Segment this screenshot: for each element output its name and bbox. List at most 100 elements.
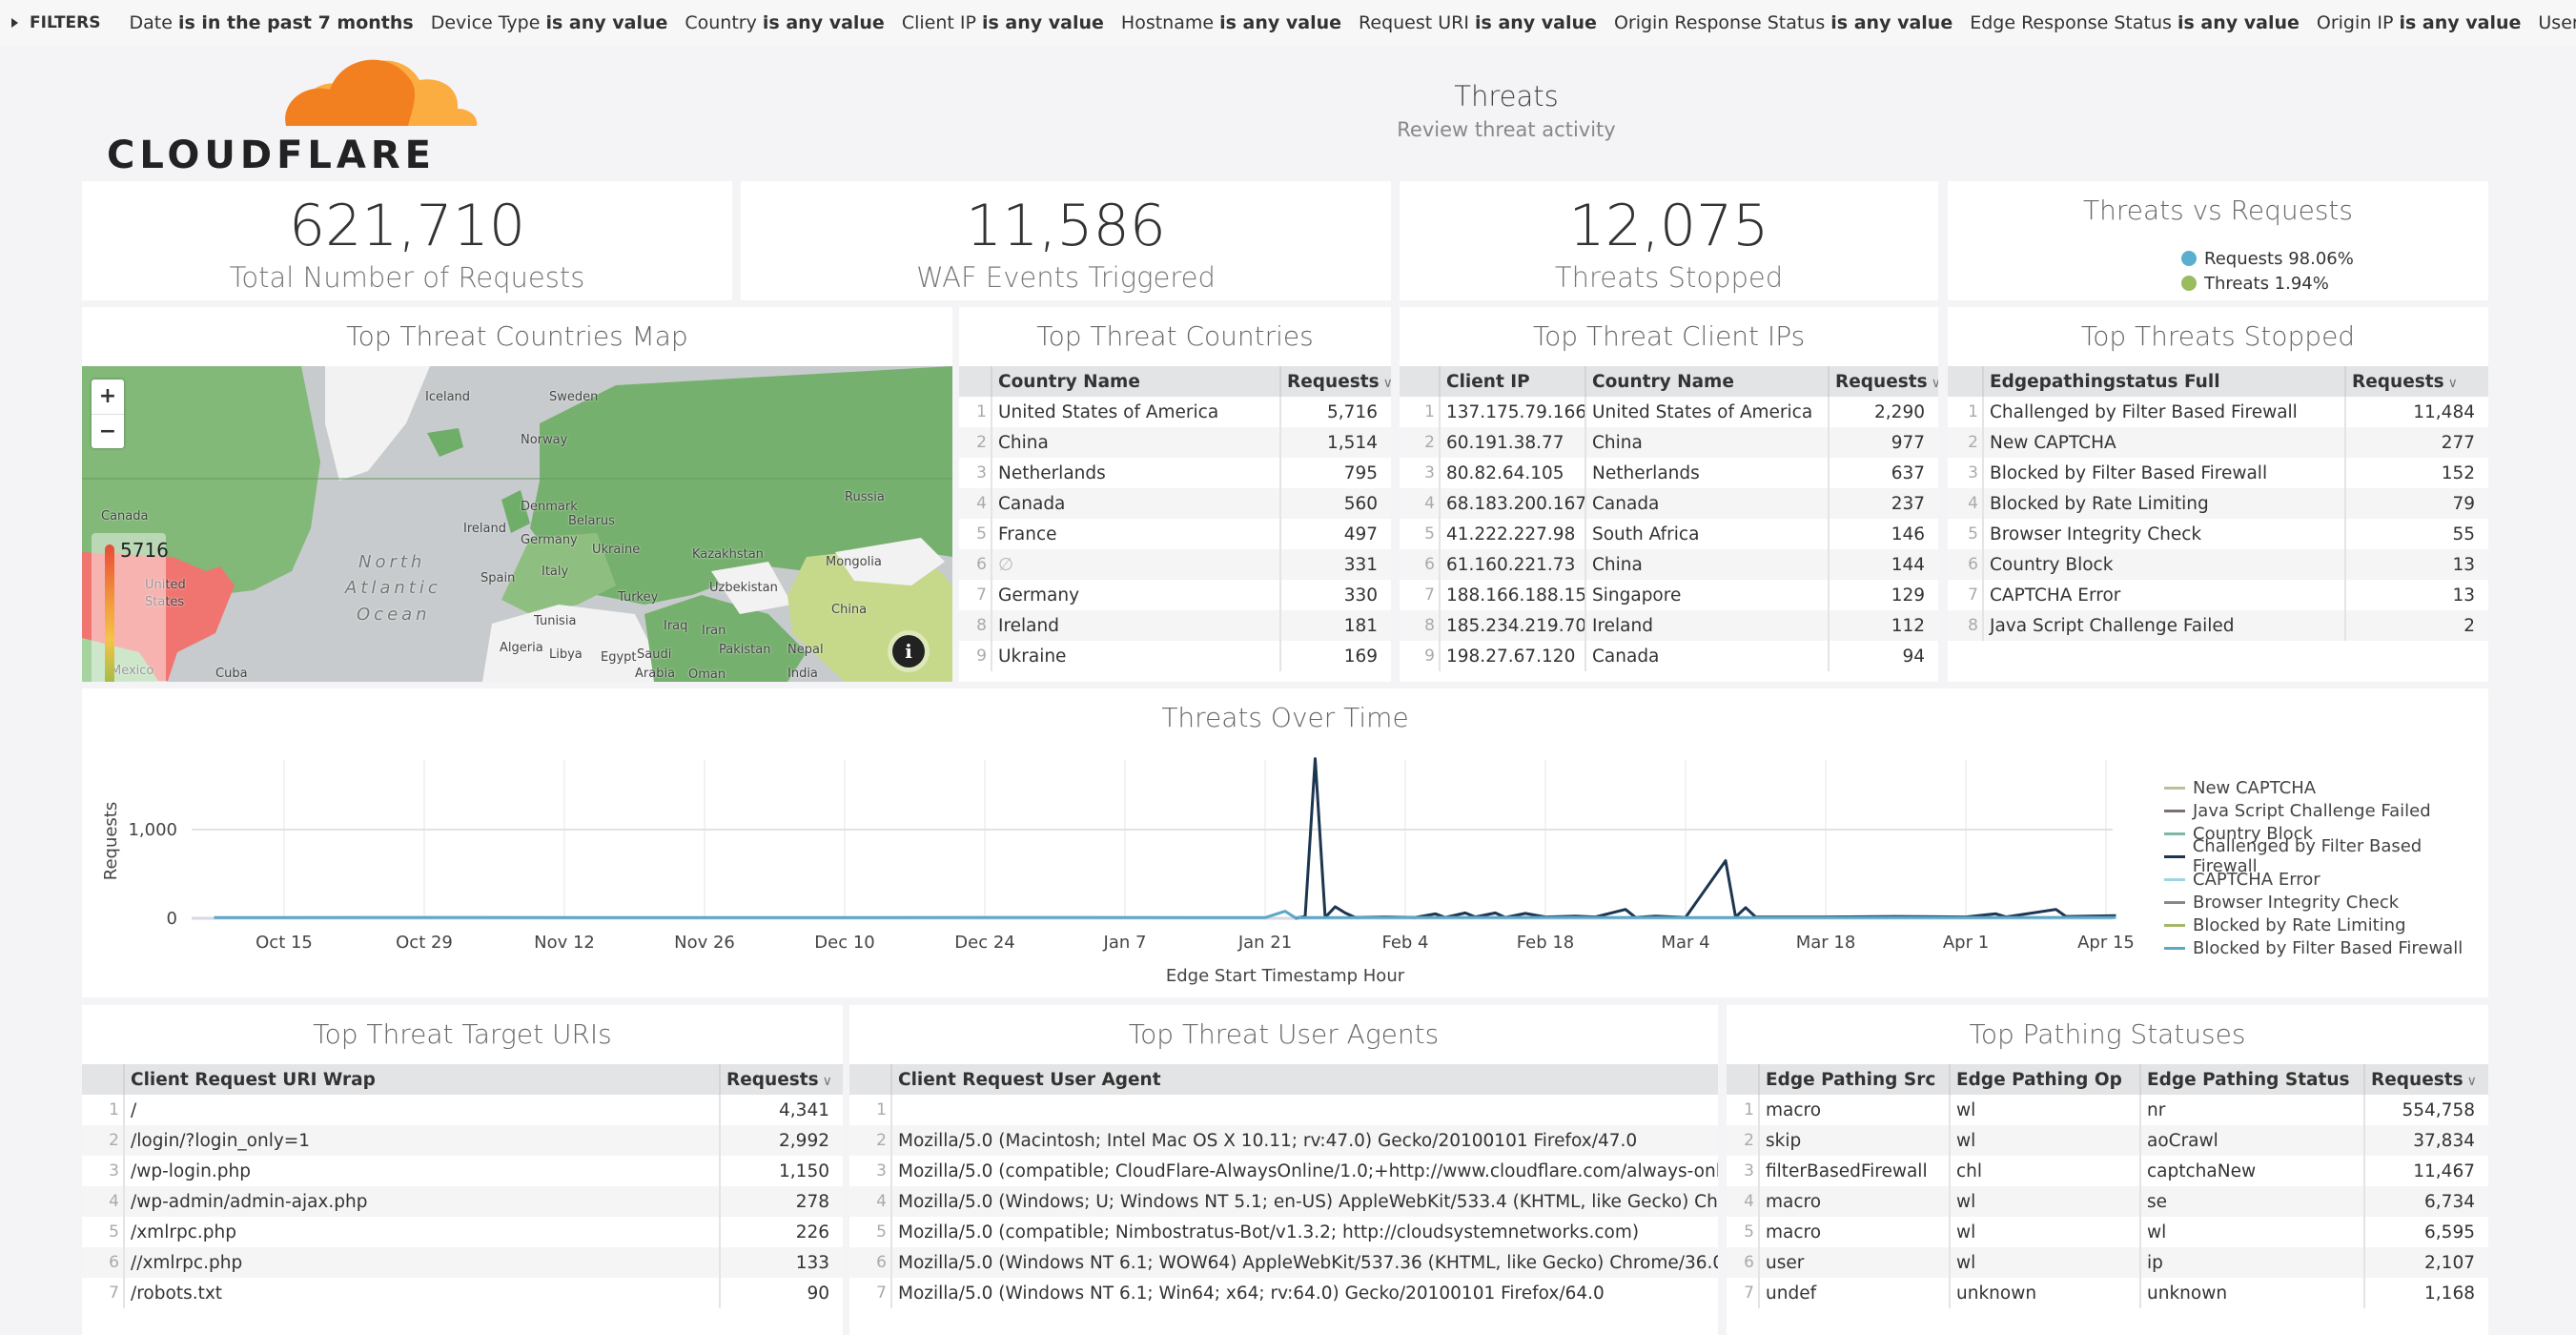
- row-number: 7: [1968, 585, 1978, 605]
- table-row[interactable]: 5 France 497: [959, 519, 1391, 549]
- column-header[interactable]: Edge Pathing Src: [1758, 1064, 1950, 1095]
- filter-chip[interactable]: User Agent is any value: [2538, 12, 2576, 33]
- table-row[interactable]: 7 undef unknown unknown 1,168: [1727, 1278, 2488, 1308]
- table-row[interactable]: 1/4,341: [82, 1095, 843, 1125]
- filter-chip[interactable]: Edge Response Status is any value: [1970, 12, 2300, 33]
- table-row[interactable]: 6 Mozilla/5.0 (Windows NT 6.1; WOW64) App…: [849, 1247, 1718, 1278]
- table-row[interactable]: 5 Mozilla/5.0 (compatible; Nimbostratus-B…: [849, 1217, 1718, 1247]
- table-row[interactable]: 3 filterBasedFirewall chl captchaNew 11,467: [1727, 1156, 2488, 1186]
- legend-item[interactable]: Country Block: [2164, 822, 2488, 845]
- top-uris-table: Client Request URI Wrap Requests ∨ 1/4,341 2…: [82, 1064, 843, 1308]
- filter-bar[interactable]: FILTERS Date is in the past 7 months Devi…: [0, 0, 2576, 46]
- column-header[interactable]: Requests∨: [2363, 1064, 2488, 1095]
- chevron-down-icon[interactable]: ∨: [2466, 1073, 2477, 1089]
- table-row[interactable]: 1 Challenged by Filter Based Firewall 11,4…: [1948, 397, 2488, 427]
- table-row[interactable]: 3 Mozilla/5.0 (compatible; CloudFlare-Alw…: [849, 1156, 1718, 1186]
- column-header[interactable]: Client IP: [1439, 366, 1585, 397]
- legend-item[interactable]: Java Script Challenge Failed: [2164, 799, 2488, 822]
- table-row[interactable]: 3 80.82.64.105 Netherlands 637: [1400, 458, 1938, 488]
- legend-item[interactable]: Challenged by Filter Based Firewall: [2164, 836, 2488, 876]
- legend-item[interactable]: Blocked by Filter Based Firewall: [2164, 936, 2488, 959]
- table-row[interactable]: 3 Blocked by Filter Based Firewall 152: [1948, 458, 2488, 488]
- table-row[interactable]: 4 macro wl se 6,734: [1727, 1186, 2488, 1217]
- table-cell: user: [1758, 1247, 1950, 1278]
- table-row[interactable]: 2 China 1,514: [959, 427, 1391, 458]
- threats-over-time-chart[interactable]: Oct 15 Oct 29 Nov 12 Nov 26 Dec 10 Dec 24 Jan …: [82, 688, 2488, 997]
- filter-chip[interactable]: Client IP is any value: [902, 12, 1104, 33]
- table-row[interactable]: 1 United States of America 5,716: [959, 397, 1391, 427]
- table-row[interactable]: 3 Netherlands 795: [959, 458, 1391, 488]
- table-row[interactable]: 2 skip wl aoCrawl 37,834: [1727, 1125, 2488, 1156]
- column-header[interactable]: Edge Pathing Op: [1949, 1064, 2140, 1095]
- table-row[interactable]: 6 ∅ 331: [959, 549, 1391, 580]
- table-row[interactable]: 6 user wl ip 2,107: [1727, 1247, 2488, 1278]
- filters-toggle[interactable]: FILTERS: [11, 13, 101, 32]
- legend-item-requests[interactable]: Requests 98.06%: [2181, 246, 2354, 271]
- table-row[interactable]: 2/login/?login_only=1 2,992: [82, 1125, 843, 1156]
- chevron-down-icon[interactable]: ∨: [2447, 375, 2458, 391]
- table-row[interactable]: 8 185.234.219.70 Ireland 112: [1400, 610, 1938, 641]
- column-header[interactable]: Country Name: [1584, 366, 1829, 397]
- table-row[interactable]: 2 60.191.38.77 China 977: [1400, 427, 1938, 458]
- table-row[interactable]: 4 68.183.200.167 Canada 237: [1400, 488, 1938, 519]
- column-header[interactable]: Country Name: [991, 366, 1280, 397]
- column-header[interactable]: Edgepathingstatus Full: [1982, 366, 2345, 397]
- map-canvas[interactable]: Iceland Sweden Russia Norway Canada Denmark Ir…: [82, 366, 952, 682]
- table-row[interactable]: 4 Blocked by Rate Limiting 79: [1948, 488, 2488, 519]
- table-row[interactable]: 4 Canada 560: [959, 488, 1391, 519]
- table-row[interactable]: 1: [849, 1095, 1718, 1125]
- column-header[interactable]: Client Request URI Wrap: [123, 1064, 720, 1095]
- filter-chip[interactable]: Device Type is any value: [431, 12, 668, 33]
- column-header[interactable]: Requests∨: [1828, 366, 1938, 397]
- table-row[interactable]: 6//xmlrpc.php 133: [82, 1247, 843, 1278]
- legend-item[interactable]: Browser Integrity Check: [2164, 891, 2488, 914]
- filter-chip[interactable]: Hostname is any value: [1121, 12, 1341, 33]
- filter-chip[interactable]: Country is any value: [685, 12, 884, 33]
- table-row[interactable]: 7 188.166.188.152 Singapore 129: [1400, 580, 1938, 610]
- chevron-down-icon[interactable]: ∨: [822, 1073, 832, 1089]
- filter-chip[interactable]: Origin IP is any value: [2317, 12, 2522, 33]
- kpi-waf-events[interactable]: 11,586 WAF Events Triggered: [741, 181, 1391, 300]
- table-row[interactable]: 5 Browser Integrity Check 55: [1948, 519, 2488, 549]
- table-row[interactable]: 1 137.175.79.166 United States of America 2…: [1400, 397, 1938, 427]
- legend-item-threats[interactable]: Threats 1.94%: [2181, 271, 2354, 296]
- table-row[interactable]: 7 Germany 330: [959, 580, 1391, 610]
- table-row[interactable]: 7 CAPTCHA Error 13: [1948, 580, 2488, 610]
- table-row[interactable]: 6 61.160.221.73 China 144: [1400, 549, 1938, 580]
- zoom-out-button[interactable]: −: [92, 414, 124, 448]
- filter-chip[interactable]: Origin Response Status is any value: [1614, 12, 1952, 33]
- column-header[interactable]: Client Request User Agent: [890, 1064, 1718, 1095]
- table-row[interactable]: 9 Ukraine 169: [959, 641, 1391, 671]
- table-row[interactable]: 5 41.222.227.98 South Africa 146: [1400, 519, 1938, 549]
- chevron-down-icon[interactable]: ∨: [1383, 376, 1391, 391]
- filter-chip[interactable]: Date is in the past 7 months: [130, 12, 414, 33]
- table-row[interactable]: 9 198.27.67.120 Canada 94: [1400, 641, 1938, 671]
- table-row[interactable]: 5/xmlrpc.php 226: [82, 1217, 843, 1247]
- legend-item[interactable]: New CAPTCHA: [2164, 776, 2488, 799]
- table-row[interactable]: 4/wp-admin/admin-ajax.php 278: [82, 1186, 843, 1217]
- chevron-down-icon[interactable]: ∨: [1932, 376, 1938, 391]
- table-row[interactable]: 6 Country Block 13: [1948, 549, 2488, 580]
- zoom-in-button[interactable]: +: [98, 384, 117, 408]
- table-row[interactable]: 4 Mozilla/5.0 (Windows; U; Windows NT 5.1…: [849, 1186, 1718, 1217]
- table-row[interactable]: 8 Java Script Challenge Failed 2: [1948, 610, 2488, 641]
- row-number: 1: [1744, 1100, 1754, 1119]
- column-header[interactable]: Edge Pathing Status: [2139, 1064, 2364, 1095]
- table-row[interactable]: 8 Ireland 181: [959, 610, 1391, 641]
- table-row[interactable]: 3/wp-login.php 1,150: [82, 1156, 843, 1186]
- kpi-total-requests[interactable]: 621,710 Total Number of Requests: [82, 181, 732, 300]
- kpi-threats-stopped[interactable]: 12,075 Threats Stopped: [1400, 181, 1938, 300]
- table-row[interactable]: 7/robots.txt 90: [82, 1278, 843, 1308]
- legend-item[interactable]: Blocked by Rate Limiting: [2164, 914, 2488, 936]
- info-icon[interactable]: i: [892, 635, 925, 668]
- table-row[interactable]: 7 Mozilla/5.0 (Windows NT 6.1; Win64; x64…: [849, 1278, 1718, 1308]
- column-header[interactable]: Requests∨: [1279, 366, 1391, 397]
- table-row[interactable]: 2 Mozilla/5.0 (Macintosh; Intel Mac OS X …: [849, 1125, 1718, 1156]
- filter-chip[interactable]: Request URI is any value: [1359, 12, 1597, 33]
- table-row[interactable]: 1 macro wl nr 554,758: [1727, 1095, 2488, 1125]
- legend-item[interactable]: CAPTCHA Error: [2164, 868, 2488, 891]
- table-row[interactable]: 5 macro wl wl 6,595: [1727, 1217, 2488, 1247]
- column-header[interactable]: Requests∨: [2344, 366, 2488, 397]
- table-row[interactable]: 2 New CAPTCHA 277: [1948, 427, 2488, 458]
- column-header[interactable]: Requests∨: [719, 1064, 843, 1095]
